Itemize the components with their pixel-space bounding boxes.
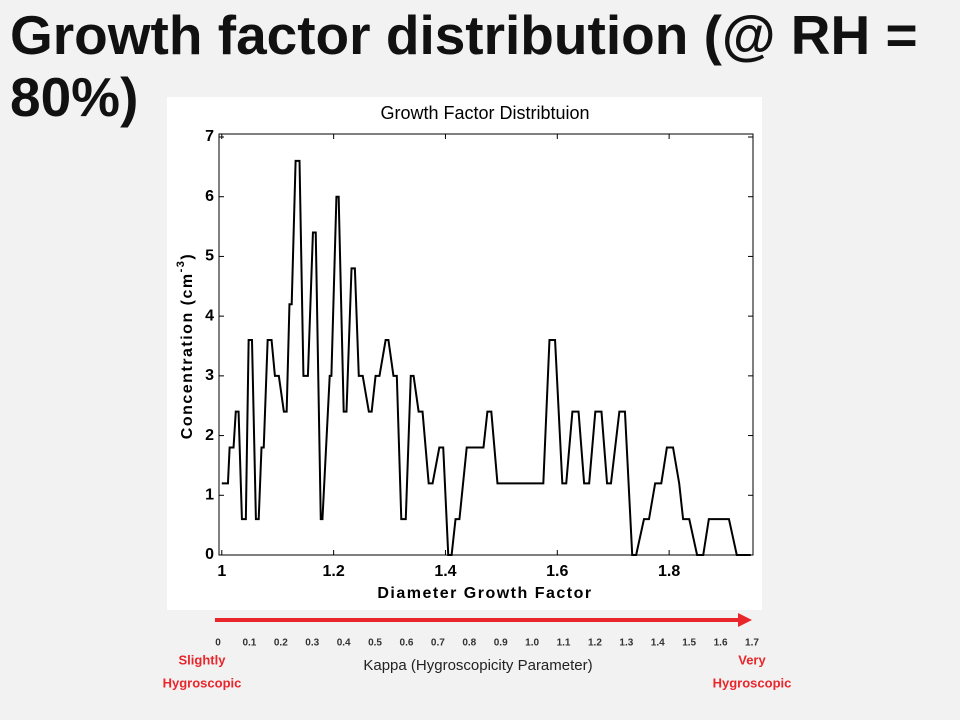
kappa-tick-label: 0.3: [305, 638, 319, 649]
chart-background: [167, 97, 762, 610]
kappa-tick-label: 1.5: [682, 638, 696, 649]
y-tick-label: 7: [205, 128, 214, 145]
kappa-tick-label: 1.0: [525, 638, 539, 649]
y-tick-label: 0: [205, 546, 214, 563]
kappa-arrow-head: [738, 613, 752, 627]
x-tick-label: 1: [217, 563, 226, 580]
left-note: Hygroscopic: [163, 675, 242, 690]
kappa-tick-label: 0.6: [400, 638, 414, 649]
x-tick-label: 1.2: [323, 563, 345, 580]
kappa-tick-label: 1.1: [557, 638, 571, 649]
slide-title: Growth factor distribution (@ RH = 80%): [10, 4, 918, 128]
left-note: Slightly: [179, 652, 227, 667]
y-axis-label: Concentration (cm-3): [175, 253, 196, 439]
kappa-tick-label: 0.2: [274, 638, 288, 649]
y-tick-label: 5: [205, 248, 214, 265]
kappa-title: Kappa (Hygroscopicity Parameter): [363, 657, 592, 674]
kappa-tick-label: 0.1: [242, 638, 256, 649]
kappa-tick-label: 1.4: [651, 638, 665, 649]
kappa-tick-label: 0: [215, 638, 221, 649]
y-tick-label: 3: [205, 367, 214, 384]
y-tick-label: 2: [205, 427, 214, 444]
kappa-tick-label: 1.6: [714, 638, 728, 649]
y-tick-label: 6: [205, 188, 214, 205]
y-axis-label-end: ): [179, 253, 196, 260]
y-tick-label: 4: [205, 307, 214, 324]
y-tick-label: 1: [205, 487, 214, 504]
x-tick-label: 1.4: [434, 563, 456, 580]
chart-title: Growth Factor Distribtuion: [380, 103, 589, 123]
kappa-tick-label: 0.7: [431, 638, 445, 649]
kappa-tick-label: 0.9: [494, 638, 508, 649]
y-axis-label-main: Concentration (cm: [179, 272, 196, 439]
right-note: Hygroscopic: [713, 675, 792, 690]
kappa-tick-label: 0.5: [368, 638, 382, 649]
kappa-tick-label: 1.7: [745, 638, 759, 649]
kappa-tick-label: 0.8: [462, 638, 476, 649]
kappa-tick-label: 1.3: [619, 638, 633, 649]
plot-frame: [218, 133, 754, 556]
x-tick-label: 1.6: [546, 563, 568, 580]
kappa-tick-label: 1.2: [588, 638, 602, 649]
right-note: Very: [738, 652, 766, 667]
data-line: [221, 159, 751, 556]
kappa-tick-label: 0.4: [337, 638, 351, 649]
x-axis-label: Diameter Growth Factor: [377, 585, 592, 602]
x-tick-label: 1.8: [658, 563, 680, 580]
y-axis-label-sup: -3: [175, 260, 187, 273]
